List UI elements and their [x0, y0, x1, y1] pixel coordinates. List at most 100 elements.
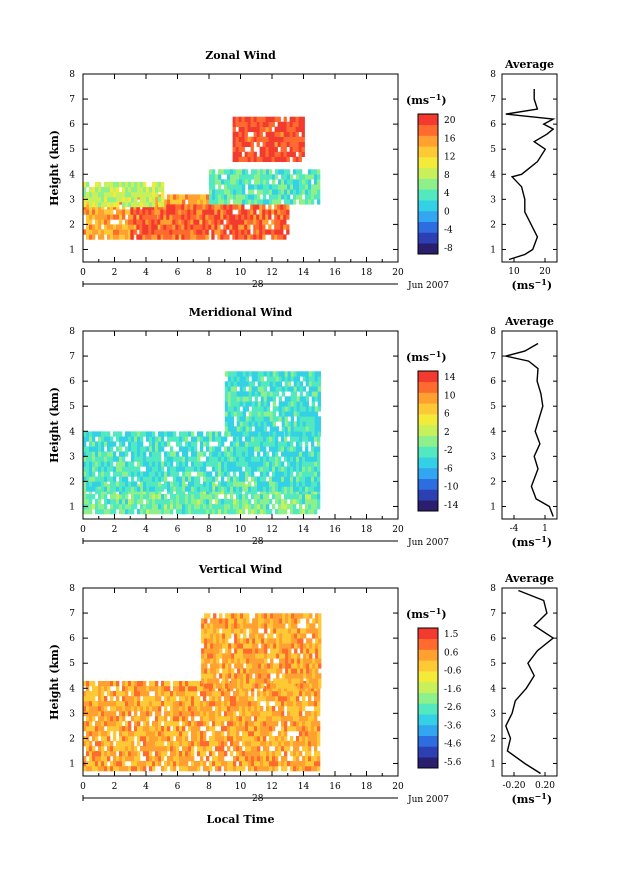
heatmap-cell	[146, 186, 150, 193]
heatmap-cell	[86, 181, 90, 188]
heatmap-cell	[212, 184, 216, 190]
heatmap-cell	[311, 184, 315, 190]
heatmap-cell	[179, 431, 183, 437]
heatmap-cell	[107, 726, 111, 732]
heatmap-cell	[131, 456, 135, 462]
heatmap-cell	[308, 174, 312, 180]
heatmap-cell	[104, 706, 108, 712]
heatmap-cell	[254, 179, 258, 185]
heatmap-cell	[233, 179, 237, 185]
heatmap-cell	[230, 711, 234, 717]
heatmap-cell	[266, 756, 270, 762]
heatmap-cell	[252, 683, 256, 689]
heatmap-cell	[317, 499, 321, 505]
heatmap-cell	[110, 181, 114, 188]
heatmap-cell	[143, 746, 147, 752]
heatmap-cell	[296, 174, 300, 180]
heatmap-cell	[128, 219, 132, 225]
heatmap-cell	[170, 711, 174, 717]
heatmap-cell	[209, 494, 213, 500]
colorbar-tick-label: 12	[444, 153, 455, 163]
heatmap-cell	[218, 761, 222, 767]
heatmap-cell	[110, 234, 114, 240]
heatmap-cell	[113, 471, 117, 477]
heatmap-cell	[263, 756, 267, 762]
heatmap-cell	[146, 691, 150, 697]
heatmap-cell	[314, 466, 318, 472]
heatmap-cell	[83, 706, 87, 712]
heatmap-cell	[140, 191, 144, 198]
heatmap-cell	[317, 741, 321, 747]
colorbar-swatch	[418, 692, 438, 704]
heatmap-cell	[254, 701, 258, 707]
heatmap-cell	[86, 494, 90, 500]
heatmap-cell	[92, 446, 96, 452]
heatmap-cell	[299, 706, 303, 712]
heatmap-cell	[281, 461, 285, 467]
heatmap-cell	[274, 234, 278, 240]
heatmap-cell	[128, 466, 132, 472]
heatmap-cell	[113, 721, 117, 727]
heatmap-cell	[292, 121, 296, 127]
heatmap-cell	[239, 486, 243, 492]
heatmap-cell	[200, 701, 204, 707]
heatmap-cell	[207, 613, 211, 619]
heatmap-cell	[248, 421, 252, 427]
heatmap-cell	[107, 716, 111, 722]
heatmap-cell	[218, 189, 222, 195]
heatmap-cell	[110, 504, 114, 510]
heatmap-cell	[308, 411, 312, 417]
heatmap-cell	[152, 476, 156, 482]
heatmap-cell	[215, 494, 219, 500]
heatmap-cell	[299, 751, 303, 757]
heatmap-cell	[169, 229, 173, 235]
heatmap-cell	[308, 509, 312, 515]
heatmap-cell	[253, 229, 257, 235]
heatmap-cell	[293, 391, 297, 397]
heatmap-cell	[263, 436, 267, 442]
heatmap-cell	[194, 736, 198, 742]
heatmap-cell	[296, 701, 300, 707]
heatmap-cell	[242, 391, 246, 397]
heatmap-cell	[131, 706, 135, 712]
heatmap-cell	[200, 431, 204, 437]
heatmap-cell	[306, 643, 310, 649]
heatmap-cell	[193, 214, 197, 220]
heatmap-cell	[300, 643, 304, 649]
heatmap-cell	[266, 761, 270, 767]
heatmap-cell	[233, 406, 237, 412]
heatmap-cell	[98, 751, 102, 757]
heatmap-cell	[283, 141, 287, 147]
heatmap-cell	[143, 741, 147, 747]
heatmap-cell	[248, 701, 252, 707]
heatmap-cell	[260, 406, 264, 412]
heatmap-cell	[204, 668, 208, 674]
heatmap-cell	[230, 686, 234, 692]
average-y-tick-label: 6	[490, 634, 496, 644]
heatmap-cell	[293, 184, 297, 190]
heatmap-cell	[263, 716, 267, 722]
heatmap-cell	[155, 721, 159, 727]
heatmap-cell	[275, 741, 279, 747]
heatmap-cell	[266, 401, 270, 407]
heatmap-cell	[110, 461, 114, 467]
heatmap-cell	[280, 229, 284, 235]
heatmap-cell	[252, 653, 256, 659]
heatmap-cell	[311, 381, 315, 387]
heatmap-cell	[146, 721, 150, 727]
heatmap-cell	[309, 673, 313, 679]
heatmap-cell	[251, 199, 255, 205]
heatmap-cell	[276, 678, 280, 684]
heatmap-cell	[315, 638, 319, 644]
heatmap-cell	[251, 731, 255, 737]
heatmap-cell	[278, 396, 282, 402]
heatmap-cell	[239, 499, 243, 505]
heatmap-cell	[218, 736, 222, 742]
heatmap-cell	[164, 451, 168, 457]
heatmap-cell	[239, 716, 243, 722]
heatmap-cell	[250, 234, 254, 240]
heatmap-cell	[158, 494, 162, 500]
heatmap-cell	[294, 628, 298, 634]
heatmap-cell	[263, 461, 267, 467]
heatmap-cell	[125, 476, 129, 482]
